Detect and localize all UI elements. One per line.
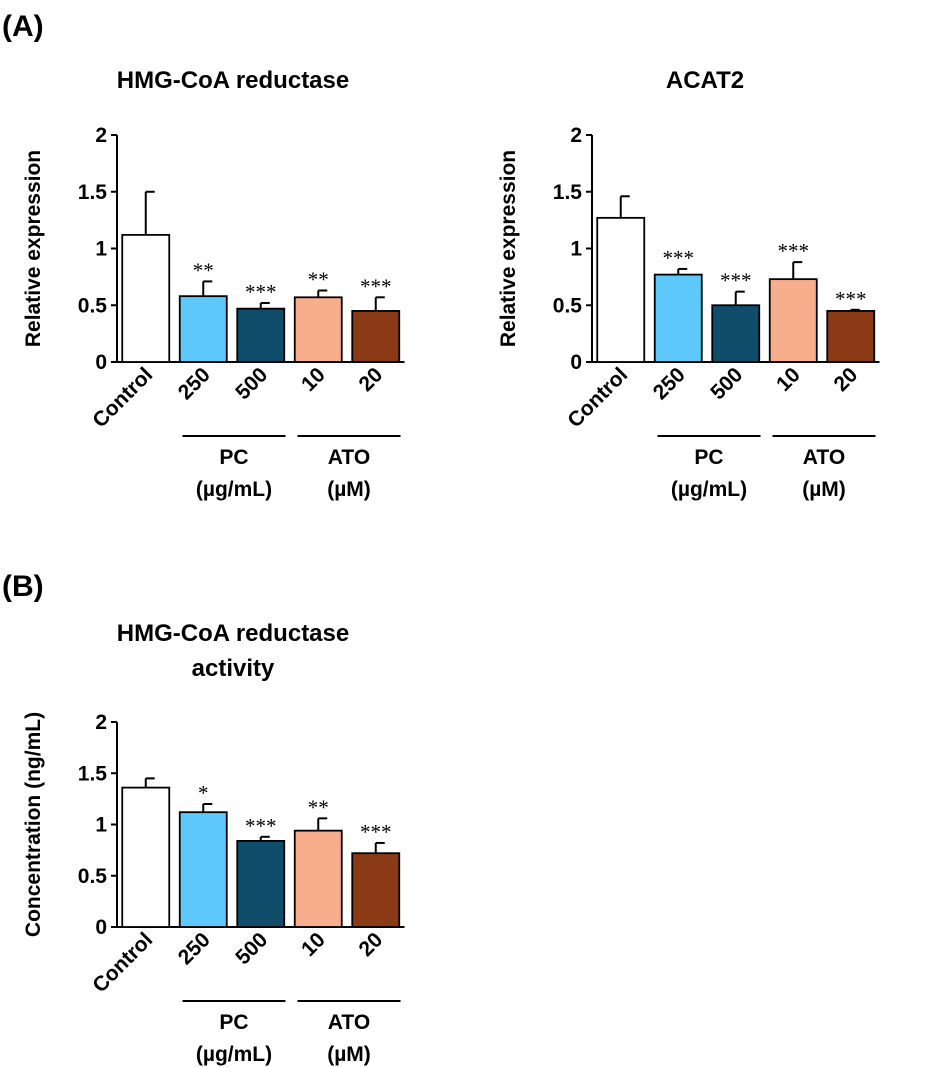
y-tick-label: 2	[95, 711, 107, 734]
chart-title: ACAT2	[666, 67, 744, 94]
significance-marker: ***	[360, 820, 392, 844]
bar-control	[121, 786, 171, 928]
y-tick-label: 0.5	[78, 865, 108, 888]
significance-marker: ***	[245, 814, 277, 838]
y-tick-label: 1.5	[553, 181, 583, 204]
bar-10	[293, 296, 343, 363]
significance-marker: *	[198, 781, 209, 805]
y-axis-label: Concentration (ng/mL)	[22, 712, 45, 937]
significance-marker: ***	[778, 239, 810, 263]
significance-marker: **	[308, 795, 329, 819]
category-label: 500	[231, 928, 272, 969]
bar-500	[236, 840, 286, 928]
group-unit-label: (µg/mL)	[196, 478, 272, 501]
category-label: 10	[297, 363, 330, 396]
y-tick-label: 0	[95, 351, 107, 374]
category-label: 250	[174, 928, 215, 969]
y-axis-label: Relative expression	[22, 150, 45, 347]
y-tick-label: 1	[95, 238, 107, 261]
bar-250	[178, 811, 228, 928]
bar-500	[236, 307, 286, 363]
significance-marker: ***	[360, 274, 392, 298]
group-label: PC	[219, 446, 248, 469]
y-tick-label: 2	[95, 124, 107, 147]
panel-label-a: (A)	[2, 10, 44, 43]
bar-250	[653, 273, 703, 363]
y-tick-label: 1	[95, 814, 107, 837]
y-tick-label: 0	[570, 351, 582, 374]
category-label: 250	[649, 363, 690, 404]
group-unit-label: (µg/mL)	[196, 1043, 272, 1066]
group-label: ATO	[328, 1011, 370, 1034]
significance-marker: **	[193, 258, 214, 282]
category-label: 20	[355, 928, 388, 961]
chart-title-line1: HMG-CoA reductase	[117, 620, 349, 647]
y-tick-label: 0.5	[553, 294, 583, 317]
category-label: 20	[830, 363, 863, 396]
bar-10	[293, 829, 343, 928]
category-label: 10	[772, 363, 805, 396]
group-label: ATO	[803, 446, 845, 469]
bar-control	[596, 216, 646, 363]
category-label: 500	[231, 363, 272, 404]
category-label: 250	[174, 363, 215, 404]
category-label: 10	[297, 928, 330, 961]
y-tick-label: 0	[95, 916, 107, 939]
group-label: PC	[694, 446, 723, 469]
y-tick-label: 1.5	[78, 181, 108, 204]
bar-20	[351, 852, 401, 928]
group-unit-label: (µM)	[802, 478, 846, 501]
group-unit-label: (µM)	[327, 1043, 371, 1066]
bar-500	[711, 304, 761, 363]
significance-marker: **	[308, 267, 329, 291]
group-label: ATO	[328, 446, 370, 469]
y-tick-label: 1.5	[78, 762, 108, 785]
group-label: PC	[219, 1011, 248, 1034]
group-unit-label: (µM)	[327, 478, 371, 501]
significance-marker: ***	[245, 280, 277, 304]
bar-control	[121, 233, 171, 363]
category-label: 500	[706, 363, 747, 404]
y-tick-label: 2	[570, 124, 582, 147]
panel-label-b: (B)	[2, 570, 44, 603]
bar-10	[768, 278, 818, 363]
y-tick-label: 1	[570, 238, 582, 261]
significance-marker: ***	[720, 269, 752, 293]
y-axis-label: Relative expression	[497, 150, 520, 347]
category-label: 20	[355, 363, 388, 396]
chart-title: HMG-CoA reductase	[117, 67, 349, 94]
y-tick-label: 0.5	[78, 294, 108, 317]
chart-hmgcoa-activity: HMG-CoA reductase activity 0 0.5 1 1.5 2 Conc…	[22, 620, 405, 1066]
significance-marker: ***	[663, 246, 695, 270]
chart-title-line2: activity	[192, 655, 275, 682]
chart-hmgcoa-expression: HMG-CoA reductase 0 0.5 1 1.5 2 Relative expr…	[22, 67, 405, 501]
significance-marker: ***	[835, 287, 867, 311]
group-unit-label: (µg/mL)	[671, 478, 747, 501]
bar-20	[351, 310, 401, 363]
bar-20	[826, 310, 876, 363]
bar-250	[178, 295, 228, 363]
